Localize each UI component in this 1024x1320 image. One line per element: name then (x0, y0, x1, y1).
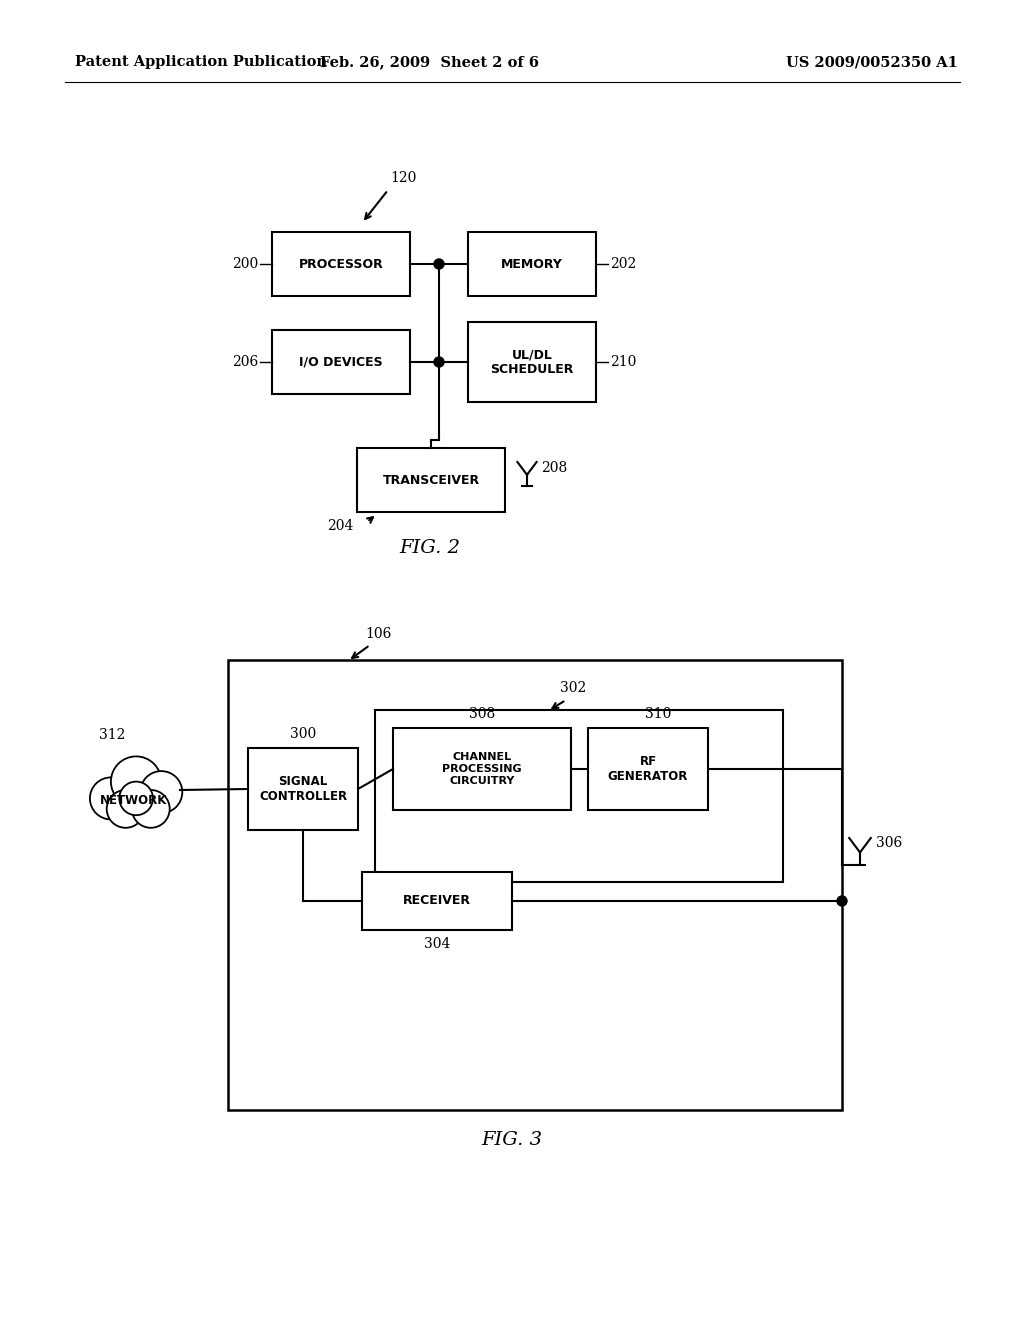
Circle shape (90, 777, 132, 820)
Circle shape (140, 771, 182, 813)
Text: Feb. 26, 2009  Sheet 2 of 6: Feb. 26, 2009 Sheet 2 of 6 (321, 55, 540, 69)
Text: 300: 300 (290, 727, 316, 741)
Circle shape (111, 756, 162, 807)
Text: 306: 306 (876, 836, 902, 850)
Circle shape (132, 789, 170, 828)
Bar (468, 322, 596, 403)
Bar (272, 330, 410, 393)
Text: TRANSCEIVER: TRANSCEIVER (382, 474, 479, 487)
Bar (375, 710, 783, 882)
Text: FIG. 3: FIG. 3 (481, 1131, 543, 1148)
Text: US 2009/0052350 A1: US 2009/0052350 A1 (786, 55, 958, 69)
Text: NETWORK: NETWORK (100, 793, 168, 807)
Text: 304: 304 (424, 937, 451, 950)
Circle shape (434, 259, 444, 269)
Text: RECEIVER: RECEIVER (403, 895, 471, 908)
Bar (248, 748, 358, 830)
Circle shape (120, 781, 153, 816)
Text: PROCESSOR: PROCESSOR (299, 257, 383, 271)
Text: 202: 202 (610, 257, 636, 271)
Text: CHANNEL
PROCESSING
CIRCUITRY: CHANNEL PROCESSING CIRCUITRY (442, 752, 522, 785)
Bar (357, 447, 505, 512)
Circle shape (434, 356, 444, 367)
Text: Patent Application Publication: Patent Application Publication (75, 55, 327, 69)
Circle shape (837, 896, 847, 906)
Text: 302: 302 (560, 681, 587, 696)
Bar (272, 232, 410, 296)
Bar (468, 232, 596, 296)
Bar (588, 729, 708, 810)
Text: MEMORY: MEMORY (501, 257, 563, 271)
Bar (362, 873, 512, 931)
Bar (393, 729, 571, 810)
Text: 106: 106 (365, 627, 391, 642)
Text: 208: 208 (541, 461, 567, 475)
Text: UL/DL
SCHEDULER: UL/DL SCHEDULER (490, 348, 573, 376)
Text: 312: 312 (98, 729, 125, 742)
Text: 200: 200 (231, 257, 258, 271)
Text: SIGNAL
CONTROLLER: SIGNAL CONTROLLER (259, 775, 347, 803)
Text: 310: 310 (645, 708, 671, 721)
Text: 120: 120 (390, 172, 417, 185)
Bar (228, 660, 842, 1110)
Text: 204: 204 (327, 519, 353, 533)
Text: 308: 308 (469, 708, 496, 721)
Text: 206: 206 (231, 355, 258, 370)
Text: 210: 210 (610, 355, 636, 370)
Circle shape (106, 789, 144, 828)
Text: FIG. 2: FIG. 2 (399, 539, 461, 557)
Text: RF
GENERATOR: RF GENERATOR (608, 755, 688, 783)
Text: I/O DEVICES: I/O DEVICES (299, 355, 383, 368)
